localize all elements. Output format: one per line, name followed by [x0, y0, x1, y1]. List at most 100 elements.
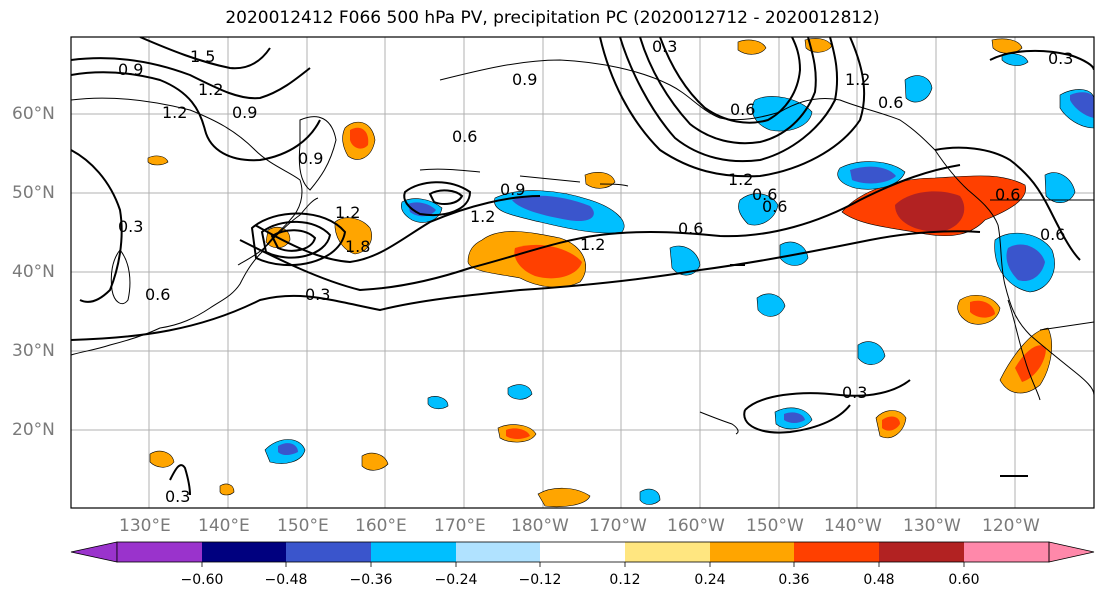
- lat-label-20n: 20°N: [12, 420, 55, 440]
- precip-positive-small-e-core: [970, 300, 995, 318]
- contour-label: 1.2: [580, 235, 605, 254]
- precip-positive-central-core: [514, 244, 582, 279]
- coast-baja: [1007, 299, 1041, 401]
- pv-vortex-north: [403, 181, 472, 216]
- pv-contour-0.6: [239, 164, 961, 292]
- precip-negative-north-central-core: [850, 166, 896, 184]
- pv-bottom-left-0.3: [169, 464, 191, 496]
- pv-north-west-0.9: [71, 71, 321, 162]
- precip-positive-small-q: [219, 483, 235, 496]
- precip-negative-small-f-core: [784, 412, 805, 423]
- pv-vortex-inner-a: [270, 229, 317, 252]
- contour-label: 0.6: [452, 127, 477, 146]
- border-us-mexico: [1039, 321, 1094, 331]
- lat-label-40n: 40°N: [12, 262, 55, 282]
- pv-trough-north-4: [659, 37, 802, 124]
- colorbar-tick-label: −0.36: [349, 572, 393, 588]
- colorbar-swatch: [794, 542, 879, 562]
- precip-positive-kuril: [334, 217, 372, 255]
- contour-label: 0.9: [500, 180, 525, 199]
- pv-northeast-0.3: [989, 49, 1094, 71]
- contour-label: 0.9: [118, 60, 143, 79]
- map-title: 2020012412 F066 500 hPa PV, precipitatio…: [225, 8, 880, 28]
- lon-label-130e: 130°E: [119, 516, 171, 536]
- colorbar-tick-label: −0.24: [434, 572, 478, 588]
- colorbar-tick-label: 0.36: [778, 572, 810, 588]
- pv-trough-north-2: [619, 37, 839, 163]
- contour-label: 0.6: [730, 100, 755, 119]
- precip-negative-small-a: [669, 245, 701, 276]
- lat-label-60n: 60°N: [12, 104, 55, 124]
- precip-negative-small-d: [857, 341, 886, 365]
- coast-north-america: [934, 149, 1094, 396]
- colorbar-swatch: [625, 542, 710, 562]
- colorbar-swatch: [964, 542, 1049, 562]
- colorbar-tick-label: −0.60: [180, 572, 224, 588]
- colorbar-min-arrow: [70, 541, 118, 563]
- colorbar-tick-label: 0.24: [694, 572, 726, 588]
- precip-positive-top-right-b: [991, 38, 1023, 54]
- colorbar-swatch: [371, 542, 456, 562]
- colorbar-tick-label: 0.48: [863, 572, 895, 588]
- lon-label-170w: 170°W: [589, 516, 647, 536]
- lat-label-30n: 30°N: [12, 341, 55, 361]
- contour-label: 0.6: [762, 197, 787, 216]
- contour-label: 1.5: [190, 47, 215, 66]
- pv-contours: [71, 37, 1094, 496]
- pv-north-west-1.2: [71, 57, 311, 100]
- precip-positive-small-i-core: [506, 428, 530, 439]
- precip-negative-small-o: [639, 488, 661, 505]
- precip-negative-small-n: [427, 396, 449, 410]
- lon-label-130w: 130°W: [903, 516, 961, 536]
- colorbar: [70, 541, 1095, 567]
- colorbar-tick-label: −0.48: [264, 572, 308, 588]
- pv-trough-north: [599, 37, 866, 178]
- precip-negative-topright-box: [1001, 53, 1029, 66]
- lat-label-50n: 50°N: [12, 183, 55, 203]
- coast-aleutians: [419, 168, 629, 187]
- pv-east-0.6: [934, 146, 1081, 261]
- contour-label: 1.2: [198, 80, 223, 99]
- precip-negative-ne-corner-core: [1070, 92, 1094, 118]
- contour-label: 0.6: [752, 185, 777, 204]
- lon-label-160w: 160°W: [667, 516, 725, 536]
- pv-subtropical-0.3: [744, 379, 911, 411]
- colorbar-tick-label: 0.60: [948, 572, 980, 588]
- contour-label: 0.3: [652, 37, 677, 56]
- contour-labels: 0.9 1.5 1.2 0.9 1.2 0.9 0.9 0.6 0.9 1.2 …: [118, 37, 1073, 506]
- pv-vortex-inner-c: [250, 212, 347, 267]
- precip-negative-small-h: [507, 384, 533, 400]
- colorbar-swatch: [202, 542, 286, 562]
- contour-label: 0.9: [512, 70, 537, 89]
- precip-positive-small-m: [537, 487, 591, 507]
- colorbar-swatch: [117, 542, 202, 562]
- precip-positive-small-l: [361, 452, 389, 471]
- contour-label: 0.9: [232, 103, 257, 122]
- contour-label: 0.6: [995, 185, 1020, 204]
- colorbar-swatch: [456, 542, 540, 562]
- contour-label: 0.3: [305, 285, 330, 304]
- colorbar-swatch: [286, 542, 371, 562]
- pv-vortex-inner-b: [260, 220, 332, 259]
- pv-trough-north-3: [639, 37, 817, 145]
- precip-negative-northwest-core: [512, 195, 594, 222]
- lon-label-120w: 120°W: [982, 516, 1040, 536]
- contour-label: 0.3: [842, 383, 867, 402]
- lon-label-160e: 160°E: [355, 516, 407, 536]
- precip-negative-small-c: [756, 293, 786, 317]
- precip-positive-top-center: [737, 39, 767, 55]
- precip-positive-midocean-a: [584, 172, 616, 189]
- contour-label: 1.8: [345, 237, 370, 256]
- precip-negative-gulf-alaska: [751, 96, 813, 132]
- coast-hawaii: [699, 411, 739, 435]
- precip-negative-far-east: [1044, 172, 1076, 203]
- coast-korea: [110, 249, 131, 305]
- precip-strong-ne-pacific: [895, 191, 965, 232]
- lon-label-140w: 140°W: [824, 516, 882, 536]
- pv-subtropical-0.3-loop: [743, 404, 851, 434]
- lon-label-150e: 150°E: [277, 516, 329, 536]
- contour-label: 0.6: [678, 219, 703, 238]
- precip-anomaly-shading: [147, 38, 1094, 507]
- coast-asia: [71, 97, 303, 356]
